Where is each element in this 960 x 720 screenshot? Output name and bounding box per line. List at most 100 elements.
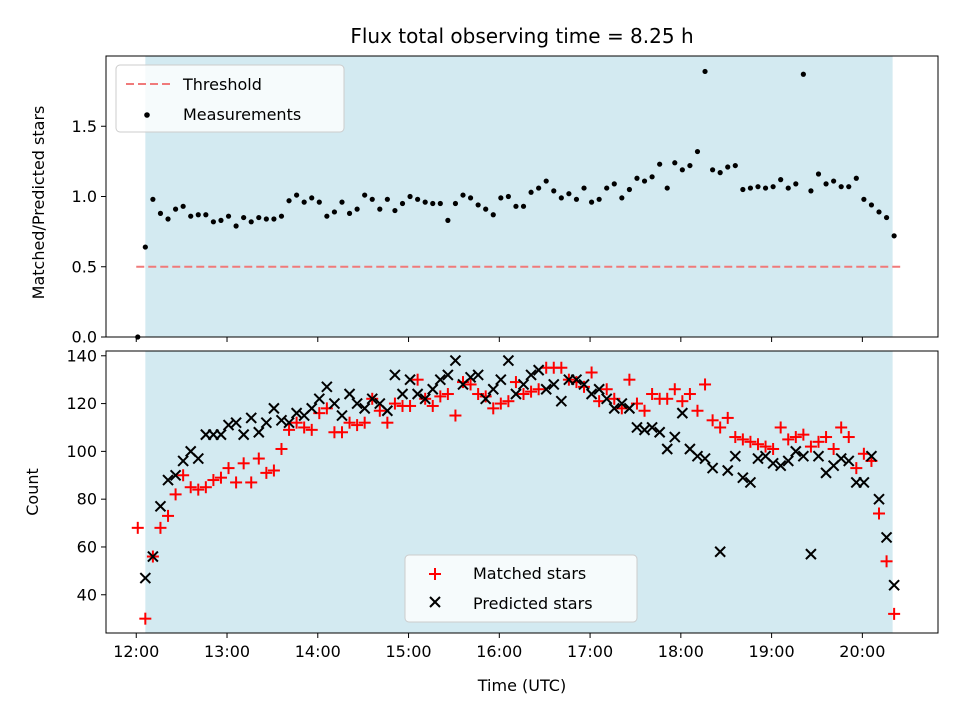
- predicted-star-point: [245, 412, 257, 424]
- predicted-star-point: [774, 460, 787, 472]
- legend-predicted-swatch: [429, 596, 441, 608]
- predicted-star-point: [139, 572, 152, 584]
- measurement-point: [422, 199, 428, 205]
- matched-star-point: [449, 409, 462, 422]
- predicted-star-point: [479, 393, 492, 405]
- matched-star-point: [661, 392, 674, 405]
- y-tick-label: 120: [66, 394, 97, 413]
- predicted-star-point: [646, 421, 658, 434]
- predicted-stars-points: [139, 354, 900, 591]
- matched-star-point: [214, 471, 227, 484]
- matched-star-point: [888, 607, 901, 620]
- matched-star-point: [714, 421, 727, 434]
- count-y-ticks: 40 60 80 100 120 140: [66, 346, 106, 604]
- matched-star-point: [237, 457, 250, 470]
- predicted-star-point: [464, 371, 477, 383]
- measurement-point: [415, 196, 421, 202]
- predicted-star-point: [517, 378, 530, 391]
- measurement-point: [467, 195, 474, 201]
- measurement-point: [838, 184, 844, 190]
- legend-measurements-swatch: [144, 112, 150, 118]
- matched-star-point: [555, 361, 568, 374]
- matched-star-point: [335, 426, 348, 439]
- matched-star-point: [683, 388, 696, 401]
- measurement-point: [710, 167, 716, 173]
- matched-star-point: [252, 452, 265, 465]
- measurement-point: [717, 170, 723, 176]
- predicted-star-point: [427, 383, 439, 395]
- matched-star-point: [487, 402, 500, 415]
- predicted-star-point: [510, 388, 522, 400]
- measurement-point: [672, 160, 678, 166]
- predicted-star-point: [434, 373, 447, 386]
- measurement-point: [551, 188, 557, 194]
- measurement-point: [520, 203, 527, 209]
- predicted-star-point: [532, 364, 545, 376]
- x-tick-label: 16:00: [476, 642, 522, 661]
- predicted-star-point: [283, 416, 295, 429]
- predicted-star-point: [631, 421, 643, 434]
- measurement-point: [452, 200, 459, 207]
- y-tick-label: 0.0: [72, 328, 97, 347]
- measurement-point: [823, 181, 829, 187]
- predicted-star-point: [744, 476, 757, 489]
- measurement-point: [498, 195, 504, 201]
- predicted-star-point: [336, 409, 348, 422]
- predicted-star-point: [601, 393, 613, 405]
- measurement-points: [135, 68, 897, 340]
- predicted-star-point: [502, 354, 515, 367]
- predicted-star-point: [676, 407, 689, 419]
- ratio-legend: Threshold Measurements: [115, 64, 345, 133]
- matched-star-point: [131, 521, 144, 534]
- predicted-star-point: [222, 419, 235, 431]
- matched-star-point: [638, 404, 651, 417]
- matched-star-point: [767, 442, 780, 455]
- measurement-point: [369, 196, 375, 202]
- predicted-star-point: [790, 445, 802, 458]
- measurement-point: [437, 200, 443, 207]
- matched-star-point: [668, 383, 681, 396]
- matched-star-point: [873, 507, 886, 520]
- matched-star-point: [154, 521, 167, 534]
- predicted-star-point: [873, 493, 885, 505]
- matched-star-point: [441, 388, 454, 401]
- count-legend: Matched stars Predicted stars: [404, 554, 638, 623]
- measurement-point: [278, 213, 285, 219]
- matched-star-point: [797, 428, 810, 441]
- matched-star-point: [230, 476, 243, 489]
- predicted-star-point: [706, 462, 719, 474]
- matched-star-point: [827, 442, 840, 455]
- measurement-point: [664, 185, 670, 191]
- measurement-point: [846, 184, 852, 190]
- matched-star-point: [691, 404, 704, 417]
- y-tick-label: 1.0: [72, 187, 97, 206]
- measurement-point: [188, 213, 194, 219]
- matched-star-point: [199, 481, 212, 494]
- measurement-point: [203, 212, 209, 218]
- matched-star-point: [275, 442, 288, 455]
- measurement-point: [831, 178, 837, 184]
- matched-star-point: [502, 395, 515, 408]
- predicted-star-point: [669, 431, 681, 443]
- measurement-point: [392, 207, 398, 214]
- y-tick-label: 140: [66, 346, 97, 365]
- predicted-star-point: [147, 550, 159, 563]
- predicted-star-point: [260, 416, 273, 429]
- measurement-point: [256, 214, 262, 221]
- legend-matched-swatch: [429, 568, 441, 580]
- matched-star-point: [411, 373, 424, 386]
- measurement-point: [793, 181, 799, 187]
- ratio-x-ticks: [135, 337, 863, 342]
- matched-star-point: [169, 488, 182, 501]
- predicted-star-point: [555, 395, 568, 407]
- y-tick-label: 80: [77, 490, 97, 509]
- measurement-point: [142, 244, 148, 250]
- measurement-point: [384, 196, 390, 202]
- matched-star-point: [305, 423, 318, 436]
- chart-title: Flux total observing time = 8.25 h: [350, 24, 693, 48]
- measurement-point: [195, 212, 201, 218]
- measurement-point: [808, 188, 814, 194]
- measurement-point: [581, 185, 587, 191]
- x-tick-label: 14:00: [295, 642, 341, 661]
- measurement-point: [150, 196, 156, 202]
